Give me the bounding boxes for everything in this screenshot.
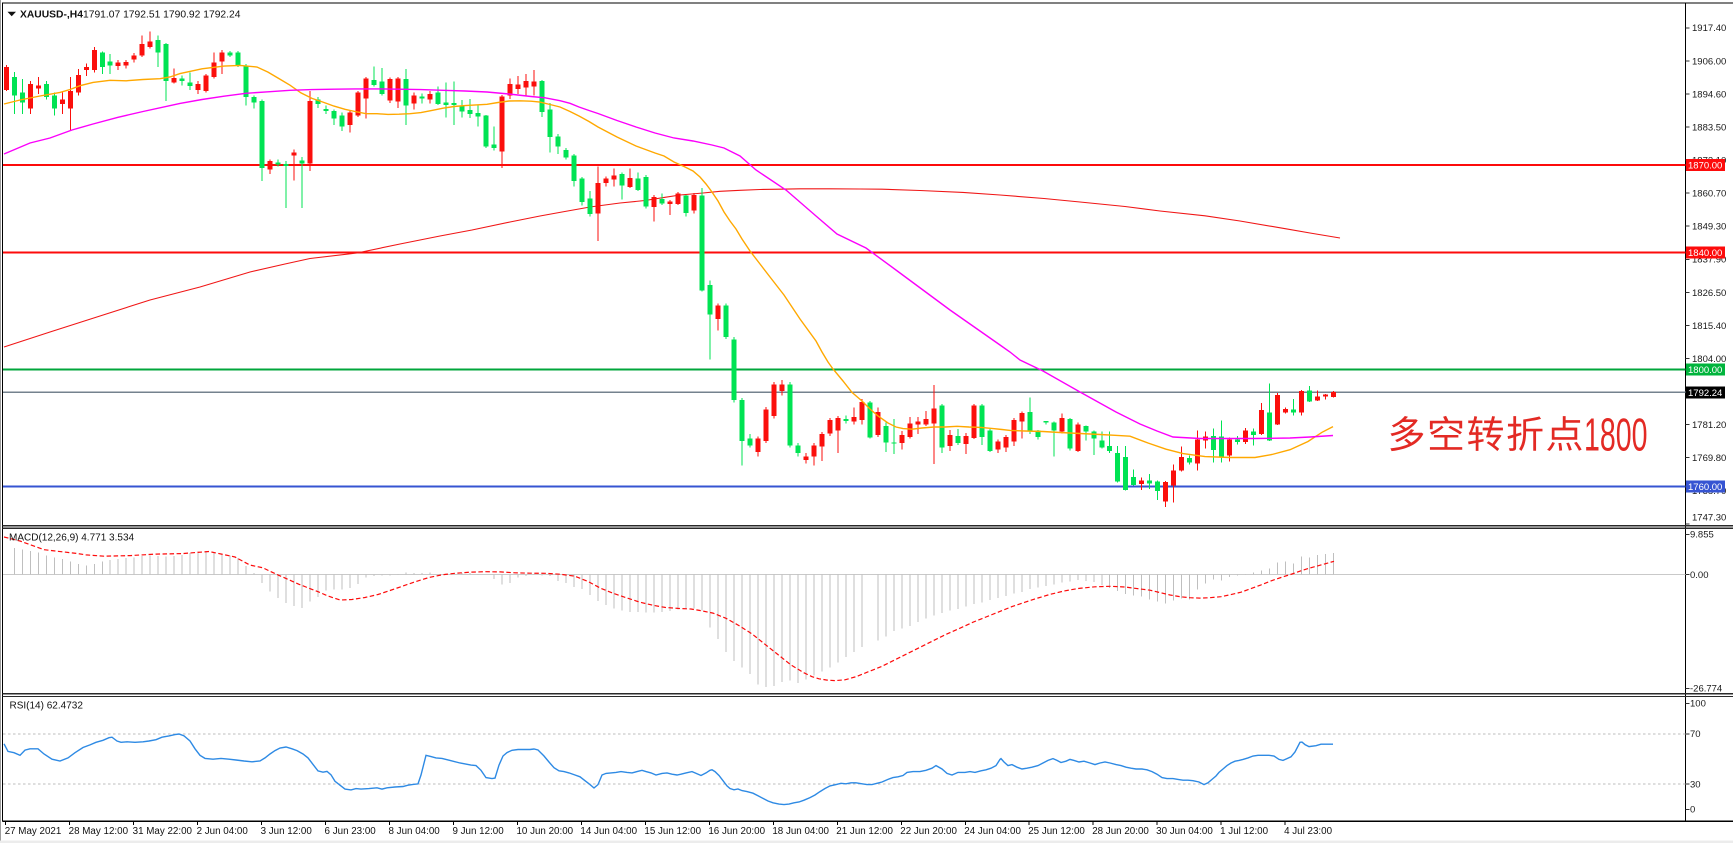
svg-text:1894.60: 1894.60 [1692, 89, 1726, 100]
svg-text:70: 70 [1690, 729, 1701, 740]
svg-text:9 Jun 12:00: 9 Jun 12:00 [452, 826, 504, 837]
svg-text:1792.24: 1792.24 [1688, 388, 1722, 399]
svg-text:1760.00: 1760.00 [1688, 482, 1722, 493]
svg-text:1800: 1800 [1584, 409, 1648, 461]
svg-text:8 Jun 04:00: 8 Jun 04:00 [389, 826, 441, 837]
svg-text:1815.40: 1815.40 [1692, 321, 1726, 332]
svg-text:1917.40: 1917.40 [1692, 23, 1726, 34]
svg-text:24 Jun 04:00: 24 Jun 04:00 [964, 826, 1021, 837]
svg-text:XAUUSD-,H4: XAUUSD-,H4 [20, 10, 83, 21]
svg-text:25 Jun 12:00: 25 Jun 12:00 [1028, 826, 1085, 837]
svg-text:100: 100 [1690, 699, 1706, 710]
svg-text:22 Jun 20:00: 22 Jun 20:00 [900, 826, 957, 837]
svg-text:28 May 12:00: 28 May 12:00 [69, 826, 129, 837]
svg-text:0: 0 [1690, 805, 1695, 816]
svg-text:30: 30 [1690, 779, 1701, 790]
svg-text:RSI(14) 62.4732: RSI(14) 62.4732 [10, 700, 84, 711]
svg-text:1769.80: 1769.80 [1692, 453, 1726, 464]
svg-text:15 Jun 12:00: 15 Jun 12:00 [644, 826, 701, 837]
svg-text:31 May 22:00: 31 May 22:00 [133, 826, 193, 837]
svg-text:18 Jun 04:00: 18 Jun 04:00 [772, 826, 829, 837]
svg-text:27 May 2021: 27 May 2021 [5, 826, 62, 837]
svg-text:1800.00: 1800.00 [1688, 365, 1722, 376]
svg-text:1840.00: 1840.00 [1688, 248, 1722, 259]
svg-text:1 Jul 12:00: 1 Jul 12:00 [1220, 826, 1268, 837]
svg-text:1883.50: 1883.50 [1692, 122, 1726, 133]
svg-text:28 Jun 20:00: 28 Jun 20:00 [1092, 826, 1149, 837]
svg-text:1791.07 1792.51 1790.92 1792.2: 1791.07 1792.51 1790.92 1792.24 [83, 10, 241, 21]
svg-text:1781.20: 1781.20 [1692, 420, 1726, 431]
svg-text:1837.90: 1837.90 [1692, 255, 1726, 266]
svg-text:1804.00: 1804.00 [1692, 354, 1726, 365]
svg-text:MACD(12,26,9) 4.771 3.534: MACD(12,26,9) 4.771 3.534 [9, 532, 135, 543]
svg-text:30 Jun 04:00: 30 Jun 04:00 [1156, 826, 1213, 837]
svg-text:10 Jun 20:00: 10 Jun 20:00 [516, 826, 573, 837]
svg-text:2 Jun 04:00: 2 Jun 04:00 [197, 826, 249, 837]
svg-text:4 Jul 23:00: 4 Jul 23:00 [1284, 826, 1332, 837]
svg-text:0.00: 0.00 [1690, 570, 1709, 581]
svg-text:14 Jun 04:00: 14 Jun 04:00 [580, 826, 637, 837]
svg-text:16 Jun 20:00: 16 Jun 20:00 [708, 826, 765, 837]
svg-text:3 Jun 12:00: 3 Jun 12:00 [261, 826, 313, 837]
svg-text:1747.30: 1747.30 [1692, 513, 1726, 524]
svg-text:1870.00: 1870.00 [1688, 160, 1722, 171]
svg-text:9.855: 9.855 [1690, 530, 1714, 541]
svg-text:1849.30: 1849.30 [1692, 222, 1726, 233]
svg-text:1860.70: 1860.70 [1692, 189, 1726, 200]
svg-text:-26.774: -26.774 [1690, 684, 1722, 695]
svg-text:21 Jun 12:00: 21 Jun 12:00 [836, 826, 893, 837]
svg-text:1906.00: 1906.00 [1692, 56, 1726, 67]
svg-text:1826.50: 1826.50 [1692, 288, 1726, 299]
svg-text:6 Jun 23:00: 6 Jun 23:00 [325, 826, 377, 837]
